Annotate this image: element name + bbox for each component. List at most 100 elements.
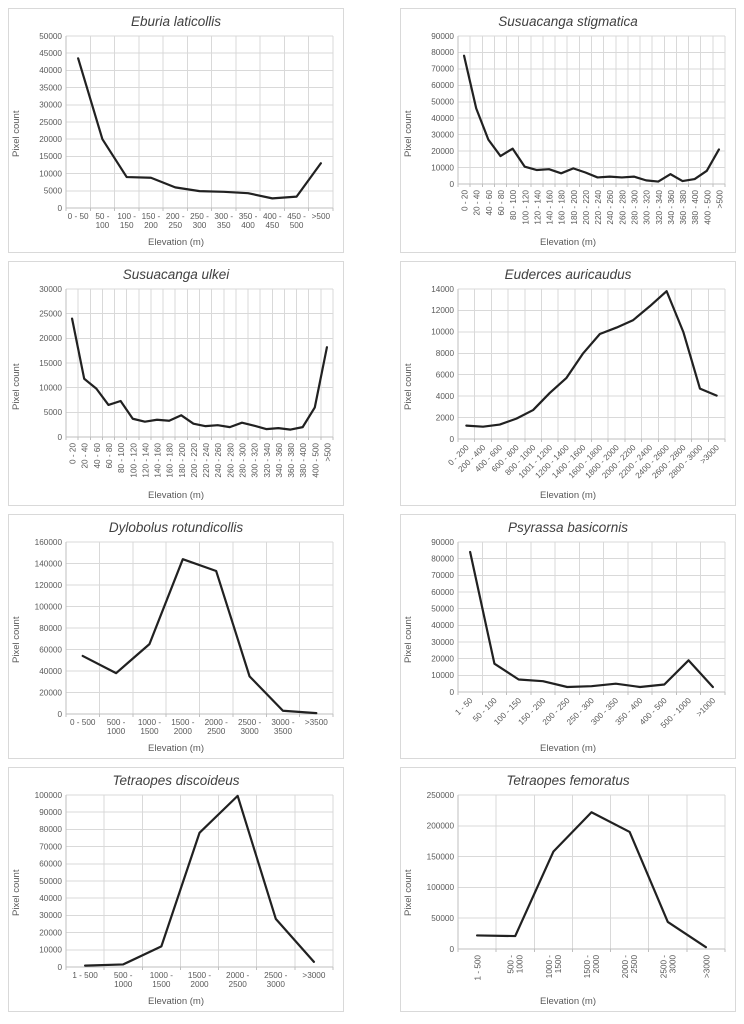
plot-area: 0 20000 40000 60000 80000 100000 120000 140000 1… (35, 538, 334, 736)
axis-lines (65, 795, 334, 970)
svg-text:4000: 4000 (436, 392, 455, 401)
chart-body: Pixel count 0 5000 10000 15000 20000 25000 300… (11, 284, 341, 489)
svg-text:0: 0 (449, 688, 454, 697)
chart-title: Tetraopes discoideus (112, 773, 240, 788)
svg-text:6000: 6000 (436, 371, 455, 380)
svg-text:1500 -: 1500 - (583, 955, 592, 978)
chart-panel-tetraopes-femoratus: Tetraopes femoratus Pixel count 0 50000 10… (400, 767, 736, 1012)
svg-text:0: 0 (449, 180, 454, 189)
svg-text:240 - 260: 240 - 260 (606, 190, 615, 225)
chart-title: Euderces auricaudus (504, 267, 632, 282)
svg-text:340 - 360: 340 - 360 (275, 443, 284, 478)
svg-text:35000: 35000 (39, 83, 62, 92)
svg-text:2000: 2000 (436, 413, 455, 422)
gridlines (65, 794, 334, 968)
svg-text:20000: 20000 (39, 334, 62, 343)
svg-text:12000: 12000 (431, 306, 454, 315)
svg-text:60 - 80: 60 - 80 (497, 190, 506, 216)
svg-text:80 - 100: 80 - 100 (117, 443, 126, 473)
svg-text:70000: 70000 (39, 842, 62, 851)
svg-text:400 -450: 400 -450 (263, 212, 282, 230)
svg-text:8000: 8000 (436, 349, 455, 358)
svg-text:10000: 10000 (39, 946, 62, 955)
axis-lines (457, 542, 726, 695)
chart-body: Pixel count 0 50000 100000 150000 200000 2500… (403, 790, 733, 995)
svg-text:50000: 50000 (431, 98, 454, 107)
svg-text:1500: 1500 (554, 955, 563, 974)
svg-text:20 - 40: 20 - 40 (473, 190, 482, 216)
svg-text:>3000: >3000 (702, 955, 711, 978)
svg-text:30000: 30000 (431, 130, 454, 139)
svg-text:300 - 320: 300 - 320 (643, 190, 652, 225)
svg-text:340 - 360: 340 - 360 (667, 190, 676, 225)
gridlines (65, 35, 334, 209)
chart-title: Tetraopes femoratus (506, 773, 630, 788)
svg-text:40000: 40000 (431, 114, 454, 123)
svg-text:90000: 90000 (39, 808, 62, 817)
svg-text:240 - 260: 240 - 260 (214, 443, 223, 478)
svg-text:3000 -3500: 3000 -3500 (271, 718, 294, 736)
svg-text:180 - 200: 180 - 200 (178, 443, 187, 478)
svg-text:120000: 120000 (35, 581, 63, 590)
svg-text:>1000: >1000 (695, 696, 718, 719)
y-axis-title: Pixel count (11, 110, 22, 157)
x-axis-title: Elevation (m) (148, 490, 204, 501)
svg-text:180 - 200: 180 - 200 (570, 190, 579, 225)
svg-text:360 - 380: 360 - 380 (679, 190, 688, 225)
plot-area: 0 10000 20000 30000 40000 50000 60000 70000 8000… (35, 791, 334, 989)
svg-text:0: 0 (57, 204, 62, 213)
chart-body: Pixel count 0 10000 20000 30000 40000 50000 60… (403, 31, 733, 236)
svg-text:80000: 80000 (39, 825, 62, 834)
chart-panel-psyrassa-basicornis: Psyrassa basicornis Pixel count 0 10000 20… (400, 514, 736, 759)
svg-text:0 - 500: 0 - 500 (70, 718, 96, 727)
svg-text:150000: 150000 (427, 852, 455, 861)
svg-text:350 -400: 350 -400 (239, 212, 258, 230)
svg-text:280 - 300: 280 - 300 (630, 190, 639, 225)
svg-text:50000: 50000 (431, 604, 454, 613)
series-line (70, 317, 329, 431)
series-line (462, 54, 721, 183)
svg-text:2000: 2000 (592, 955, 601, 974)
y-tick-labels: 0 5000 10000 15000 20000 25000 30000 35000 40000… (39, 32, 62, 213)
svg-text:50000: 50000 (39, 877, 62, 886)
svg-text:60000: 60000 (431, 588, 454, 597)
chart-panel-susuacanga-ulkei: Susuacanga ulkei Pixel count 0 5000 10000 1… (8, 261, 344, 506)
svg-text:140 - 160: 140 - 160 (154, 443, 163, 478)
svg-text:>3000: >3000 (302, 971, 325, 980)
svg-text:60000: 60000 (431, 81, 454, 90)
y-axis-title: Pixel count (403, 869, 414, 916)
svg-text:160000: 160000 (35, 538, 63, 547)
y-tick-labels: 0 50000 100000 150000 200000 250000 (427, 791, 455, 954)
svg-text:5000: 5000 (44, 408, 63, 417)
svg-text:10000: 10000 (431, 328, 454, 337)
svg-text:140000: 140000 (35, 559, 63, 568)
svg-text:15000: 15000 (39, 359, 62, 368)
axis-lines (457, 289, 726, 442)
x-tick-labels: 0 - 50 50 -100 100 -150 150 -200 200 -250 250… (68, 212, 331, 230)
svg-text:120 - 140: 120 - 140 (533, 190, 542, 225)
gridlines (457, 541, 726, 693)
svg-text:1000 -1500: 1000 -1500 (150, 971, 173, 989)
svg-text:380 - 400: 380 - 400 (299, 443, 308, 478)
x-axis-title: Elevation (m) (540, 490, 596, 501)
y-axis-title: Pixel count (11, 616, 22, 663)
svg-text:14000: 14000 (431, 285, 454, 294)
svg-text:220 - 240: 220 - 240 (594, 190, 603, 225)
svg-text:>3000: >3000 (698, 443, 721, 466)
series-line (469, 550, 714, 689)
svg-text:300 - 320: 300 - 320 (251, 443, 260, 478)
svg-text:300 -350: 300 -350 (214, 212, 233, 230)
axis-lines (457, 795, 726, 952)
svg-text:0: 0 (449, 945, 454, 954)
svg-text:0: 0 (57, 710, 62, 719)
chart-body: Pixel count 0 20000 40000 60000 80000 100000 1… (11, 537, 341, 742)
svg-text:160 - 180: 160 - 180 (558, 190, 567, 225)
x-axis-title: Elevation (m) (540, 237, 596, 248)
svg-text:60 - 80: 60 - 80 (105, 443, 114, 469)
axis-lines (65, 289, 334, 440)
x-axis-title: Elevation (m) (148, 996, 204, 1007)
svg-text:400 - 500: 400 - 500 (311, 443, 320, 478)
y-tick-labels: 0 5000 10000 15000 20000 25000 30000 (39, 285, 62, 442)
svg-text:500 -1000: 500 -1000 (114, 971, 133, 989)
